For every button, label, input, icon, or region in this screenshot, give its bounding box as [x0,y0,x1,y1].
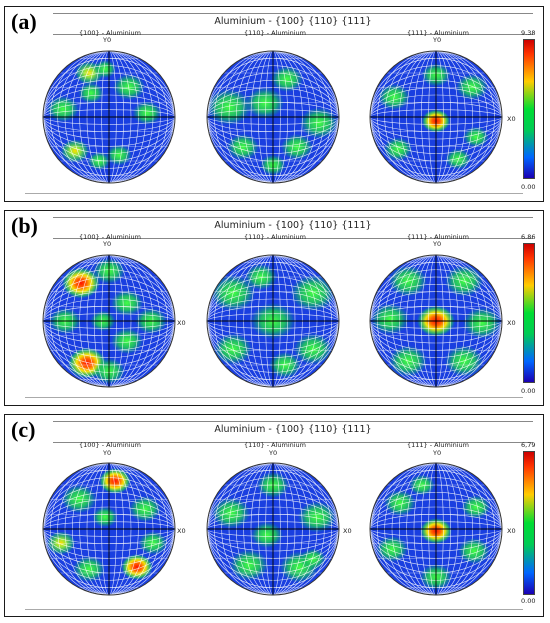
colorbar [523,451,535,595]
intensity-spot [92,506,118,528]
panel-a: (a) Aluminium - {100} {110} {111} {100} … [4,6,544,202]
pole-figure-110 [206,462,340,596]
intensity-spot [300,548,326,570]
intensity-spot [111,290,143,316]
pole-figure-label: {111} - Aluminium [406,441,470,449]
pole-figure-label: {110} - Aluminium [243,441,307,449]
intensity-spot [456,74,488,100]
pole-figure-100 [42,254,176,388]
y-axis-label: Y0 [433,449,442,457]
divider [25,397,523,398]
y-axis-label: Y0 [433,240,442,248]
y-axis-label: Y0 [433,36,442,44]
colorbar-max: 6.86 [521,233,536,241]
intensity-spot [47,96,79,122]
y-axis-label: Y0 [103,240,112,248]
pole-figure-rim [206,50,340,184]
pole-figure-rim [369,254,503,388]
panel-b: (b) Aluminium - {100} {110} {111} {100} … [4,210,544,406]
panel-c: (c) Aluminium - {100} {110} {111} {100} … [4,414,544,617]
intensity-spot [211,497,251,529]
intensity-spot [99,468,131,494]
y-axis-label: Y0 [269,449,278,457]
panel-letter: (b) [11,213,38,238]
pole-figure-rim [206,462,340,596]
panel-title-bar: Aluminium - {100} {110} {111} [53,421,533,443]
colorbar [523,39,535,179]
intensity-spot [458,538,490,564]
intensity-spot [227,134,259,160]
intensity-spot [299,107,339,139]
panel-title-bar: Aluminium - {100} {110} {111} [53,217,533,239]
pole-figure-rim [206,254,340,388]
pole-figure-label: {110} - Aluminium [243,29,307,37]
panel-title: Aluminium - {100} {110} {111} [214,424,372,435]
colorbar-max: 9.38 [521,29,536,37]
intensity-spot [61,484,97,514]
divider [25,609,523,610]
panel-title: Aluminium - {100} {110} {111} [214,16,372,27]
intensity-spot [121,554,153,580]
pole-figure-111 [369,462,503,596]
intensity-spot [271,66,303,92]
pole-figure-110 [206,254,340,388]
pole-figure-rim [42,254,176,388]
colorbar-min: 0.00 [521,597,536,605]
panel-letter: (c) [11,417,36,442]
pole-figure-label: {111} - Aluminium [406,29,470,37]
pole-figure-label: {100} - Aluminium [78,29,142,37]
pole-figure-rim [42,50,176,184]
colorbar-min: 0.00 [521,387,536,395]
intensity-spot [132,101,162,125]
pole-figure-100 [42,462,176,596]
pole-figure-label: {100} - Aluminium [78,441,142,449]
x-axis-label: X0 [507,115,516,123]
divider [25,193,523,194]
pole-figure-110 [206,50,340,184]
pole-figure-label: {110} - Aluminium [243,233,307,241]
pole-figure-rim [369,50,503,184]
y-axis-label: Y0 [103,449,112,457]
pole-figure-rim [42,462,176,596]
colorbar-min: 0.00 [521,183,536,191]
colorbar-max: 6,79 [521,441,536,449]
x-axis-label: X0 [177,527,186,535]
panel-letter: (a) [11,9,37,34]
panel-title-bar: Aluminium - {100} {110} {111} [53,13,533,35]
pole-figure-111 [369,254,503,388]
pole-figure-label: {111} - Aluminium [406,233,470,241]
x-axis-label: X0 [177,319,186,327]
x-axis-label: X0 [507,319,516,327]
panel-title: Aluminium - {100} {110} {111} [214,220,372,231]
colorbar [523,243,535,383]
y-axis-label: Y0 [103,36,112,44]
pole-figure-label: {100} - Aluminium [78,233,142,241]
pole-figure-100 [42,50,176,184]
intensity-spot [281,134,313,160]
pole-figure-111 [369,50,503,184]
x-axis-label: X0 [507,527,516,535]
intensity-spot [461,495,491,519]
intensity-spot [251,522,283,548]
x-axis-label: X0 [343,527,352,535]
pole-figure-rim [369,462,503,596]
intensity-spot [78,82,104,104]
